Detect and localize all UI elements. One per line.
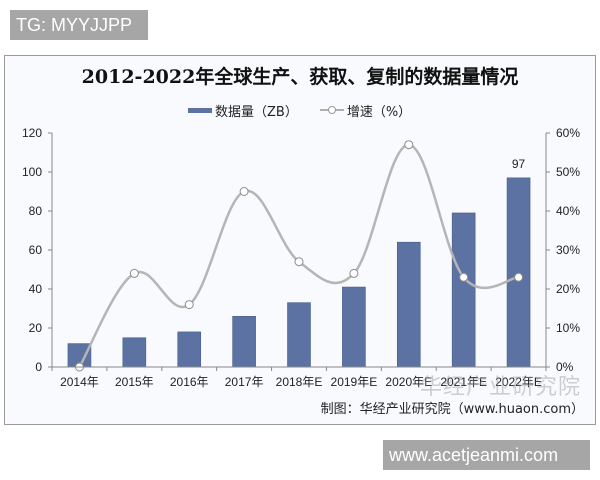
line-marker — [294, 257, 304, 267]
x-axis-tick-label: 2014年 — [60, 375, 99, 389]
right-axis-tick-label: 60% — [556, 126, 580, 140]
right-axis-tick-label: 30% — [556, 243, 580, 257]
x-axis: 2014年 2015年 2016年 2017年 2018年E 2019年E 2020年E 20… — [48, 366, 547, 389]
bar — [177, 331, 202, 368]
x-axis-tick-label: 2016年 — [170, 375, 209, 389]
line-series — [74, 140, 524, 372]
watermark-bottom: www.acetjeanmi.com — [383, 440, 590, 470]
left-axis-tick-label: 40 — [29, 282, 43, 296]
line-marker — [459, 272, 469, 282]
left-axis-tick-label: 80 — [29, 204, 43, 218]
right-axis-tick-label: 10% — [556, 321, 580, 335]
bar — [506, 177, 531, 368]
source-note: 制图：华经产业研究院（www.huaon.com） — [320, 402, 584, 417]
left-axis-tick-label: 120 — [22, 126, 42, 140]
line-marker — [129, 268, 139, 278]
bar — [287, 302, 311, 368]
x-axis-tick-label: 2015年 — [115, 375, 154, 389]
right-axis-tick-label: 50% — [556, 165, 580, 179]
bar — [396, 241, 421, 368]
chart-legend: 数据量（ZB） 增速（%） — [188, 100, 433, 120]
line-marker — [239, 187, 249, 196]
right-axis-tick-label: 40% — [556, 204, 580, 218]
legend-line-swatch-icon — [319, 106, 344, 114]
x-axis-tick-label: 2018年E — [276, 375, 323, 389]
x-axis-tick-label: 2021年E — [440, 375, 487, 389]
bar — [451, 212, 476, 368]
faint-watermark: 华经产业研究院 — [420, 375, 582, 400]
chart-title: 2012-2022年全球生产、获取、复制的数据量情况 — [81, 66, 519, 88]
line-marker — [184, 300, 194, 310]
x-axis-tick-label: 2017年 — [225, 375, 264, 389]
x-axis-tick-label: 2019年E — [331, 375, 378, 389]
legend-item-growth: 增速（%） — [319, 101, 412, 120]
bar — [232, 315, 256, 368]
bar-series — [67, 177, 531, 368]
left-axis-tick-label: 0 — [35, 360, 42, 374]
line-marker — [404, 140, 414, 150]
line-marker — [349, 268, 359, 278]
left-axis-tick-label: 100 — [22, 165, 42, 179]
legend-line-label: 增速（%） — [346, 104, 412, 120]
left-axis: 0 20 40 60 80 100 120 — [22, 126, 53, 374]
watermark-top: TG: MYYJJPP — [10, 10, 148, 40]
right-axis-tick-label: 0% — [556, 360, 574, 374]
line-marker — [514, 272, 524, 282]
legend-bar-label: 数据量（ZB） — [215, 104, 298, 120]
right-axis: 0% 10% 20% 30% 40% 50% 60% — [545, 126, 580, 374]
bar-value-label: 97 — [512, 157, 526, 171]
annotations: 97 — [512, 157, 526, 171]
x-axis-tick-label: 2020年E — [385, 375, 432, 389]
bar — [122, 337, 147, 368]
legend-bar-swatch-icon — [188, 107, 212, 113]
left-axis-tick-label: 60 — [29, 243, 43, 257]
x-axis-tick-label: 2022年E — [495, 375, 542, 389]
legend-item-data-volume: 数据量（ZB） — [188, 101, 298, 120]
left-axis-tick-label: 20 — [29, 321, 43, 335]
right-axis-tick-label: 20% — [556, 282, 580, 296]
bar — [342, 286, 366, 368]
